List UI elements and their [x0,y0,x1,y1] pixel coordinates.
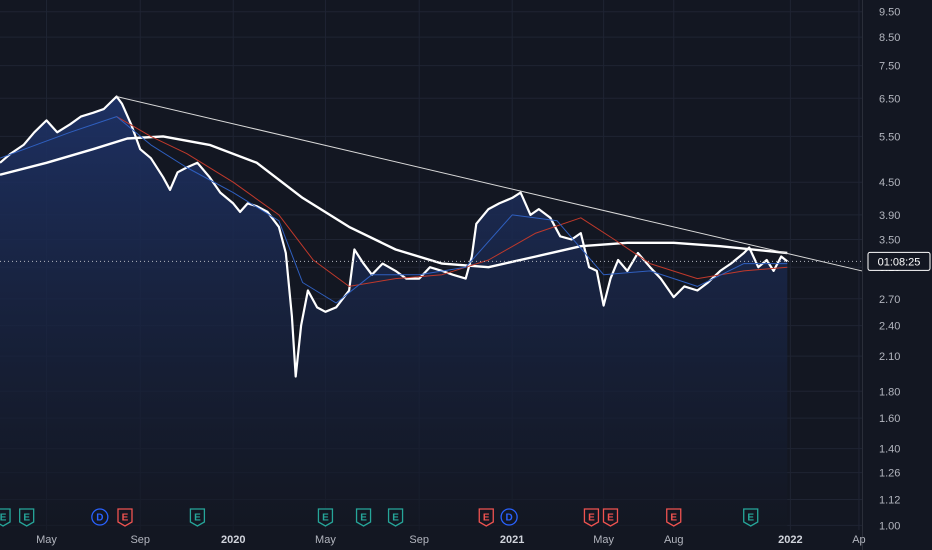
x-tick-label: 2020 [221,534,245,546]
earnings-marker[interactable] [743,508,759,527]
dividend-marker[interactable] [500,508,518,526]
event-marker-label: E [122,513,129,524]
earnings-marker[interactable] [117,508,133,527]
y-tick-label: 1.12 [879,495,900,507]
event-marker-label: E [360,513,367,524]
earnings-marker[interactable] [19,508,35,527]
event-marker-label: E [23,513,30,524]
price-area-fill [0,96,788,530]
event-marker-label: E [483,513,490,524]
x-axis: May Sep 2020 May Sep 2021 May Aug 2022 Ap [36,534,866,546]
x-tick-label: Aug [664,534,684,546]
x-tick-label: 2022 [778,534,802,546]
x-tick-label: Ap [852,534,865,546]
event-marker-label: E [322,513,329,524]
event-marker-label: E [0,513,7,524]
event-marker-label: E [194,513,201,524]
earnings-marker[interactable] [0,508,11,527]
earnings-marker[interactable] [387,508,404,527]
y-tick-label: 2.40 [879,321,900,333]
event-marker-label: D [506,513,513,524]
y-tick-label: 1.40 [879,444,900,456]
y-tick-label: 2.70 [879,294,900,306]
price-area [0,96,788,530]
price-tag [867,251,931,271]
event-marker-label: E [670,513,677,524]
y-tick-label: 4.50 [879,177,900,189]
event-marker-label: E [588,513,595,524]
earnings-marker[interactable] [355,508,372,527]
series-line-ma_long [0,135,788,269]
y-tick-label: 1.60 [879,413,900,425]
x-tick-label: 2021 [500,534,524,546]
y-tick-label: 1.00 [879,520,900,532]
series-lines [0,95,788,378]
y-tick-label: 5.50 [879,131,900,143]
x-tick-label: Sep [409,534,429,546]
y-tick-label: 1.80 [879,386,900,398]
y-tick-label: 3.90 [879,210,900,222]
event-marker-label: E [747,513,754,524]
trendline-group [116,96,863,272]
y-tick-label: 3.50 [879,235,900,247]
x-tick-label: May [36,534,57,546]
y-axis: 9.508.507.506.505.504.503.903.503.102.70… [862,0,900,550]
trendline[interactable] [116,96,863,272]
y-tick-label: 7.50 [879,61,900,73]
earnings-marker[interactable] [583,508,600,527]
price-tag-label: 01:08:25 [878,256,921,268]
event-marker-label: E [607,513,614,524]
y-tick-label: 8.50 [879,32,900,44]
x-tick-label: Sep [130,534,150,546]
earnings-marker[interactable] [666,508,682,527]
event-marker-label: E [392,513,399,524]
earnings-marker[interactable] [189,508,206,527]
series-line-ma_red [116,116,788,287]
earnings-marker[interactable] [317,508,334,527]
earnings-marker[interactable] [478,508,494,527]
x-tick-label: May [315,534,336,546]
price-tag-group: 01:08:25 [0,251,931,271]
y-tick-label: 2.10 [879,351,900,363]
earnings-marker[interactable] [602,508,619,527]
x-tick-label: May [593,534,614,546]
y-tick-label: 6.50 [879,93,900,105]
y-tick-label: 1.26 [879,468,900,480]
event-marker-label: D [96,513,103,524]
y-tick-label: 9.50 [879,7,900,19]
dividend-marker[interactable] [91,508,109,526]
series-line-ma_blue [0,116,788,304]
